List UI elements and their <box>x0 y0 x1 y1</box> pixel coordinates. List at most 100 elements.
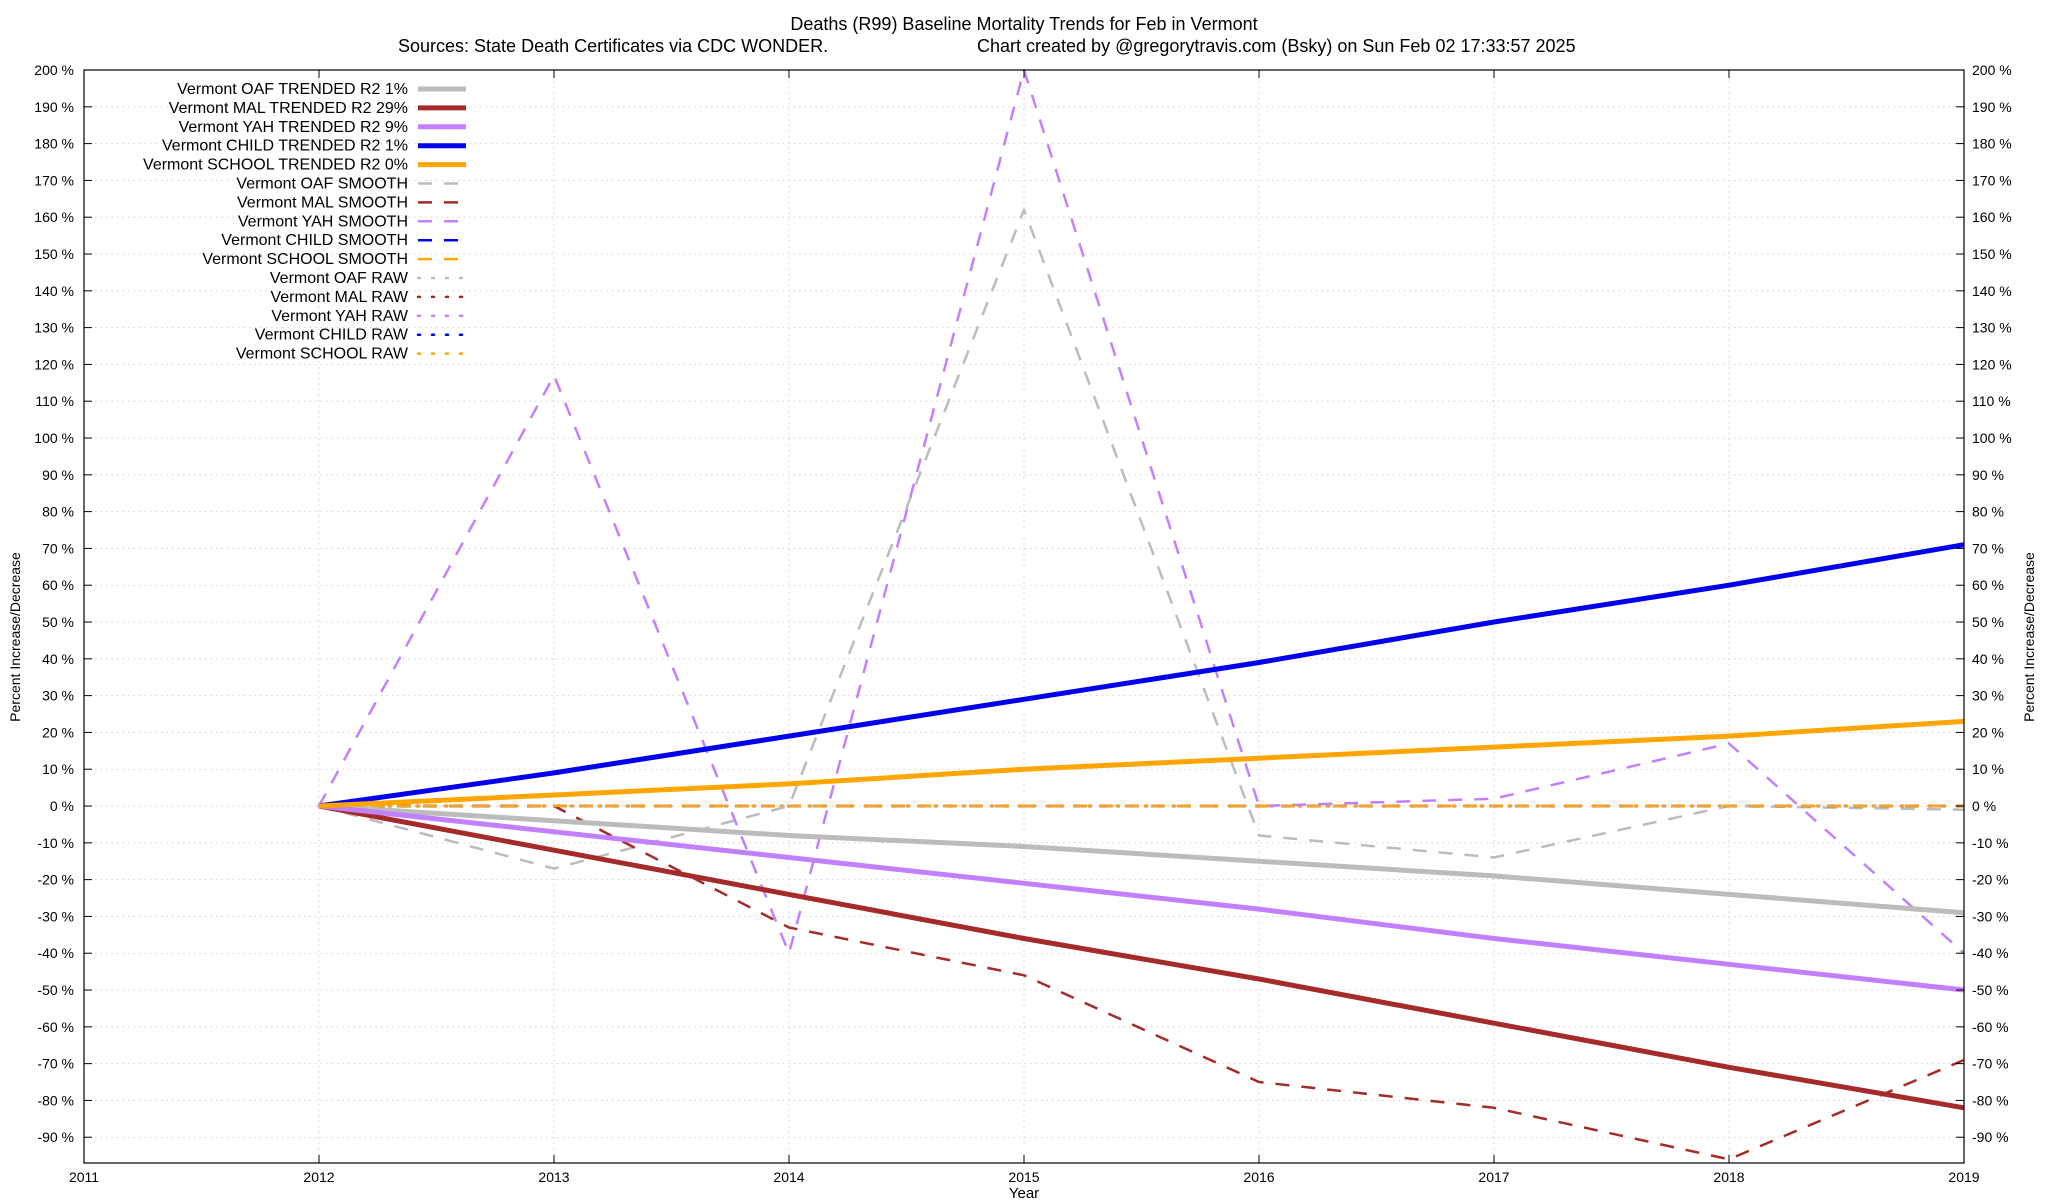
x-axis-label: Year <box>1009 1185 1039 1200</box>
y-tick-label-left: 50 % <box>42 614 74 630</box>
series-line-vermont-yah-trended-r2-9 <box>318 803 1965 993</box>
y-tick-label-left: 160 % <box>34 209 74 225</box>
y-tick-label-right: 60 % <box>1972 577 2004 593</box>
y-tick-label-right: 70 % <box>1972 540 2004 556</box>
y-tick-label-right: 160 % <box>1972 209 2012 225</box>
y-tick-label-right: -50 % <box>1972 982 2009 998</box>
series-line-vermont-mal-trended-r2-29 <box>318 803 1965 1111</box>
tick-layer: 2011 2012 2013 2014 2015 2016 2017 2018 2019 200 … <box>34 62 2011 1185</box>
legend-entry-label: Vermont OAF RAW <box>270 270 409 287</box>
y-tick-label-left: 60 % <box>42 577 74 593</box>
series-line-vermont-mal-smooth <box>319 804 1965 1161</box>
y-tick-label-left: 130 % <box>34 320 74 336</box>
y-tick-label-left: 200 % <box>34 62 74 78</box>
y-tick-label-left: 10 % <box>42 761 74 777</box>
y-tick-label-left: 0 % <box>50 798 74 814</box>
y-tick-label-left: 100 % <box>34 430 74 446</box>
y-tick-label-left: 140 % <box>34 283 74 299</box>
x-tick-label: 2012 <box>303 1169 334 1185</box>
y-tick-label-right: 180 % <box>1972 136 2012 152</box>
y-tick-label-left: 120 % <box>34 356 74 372</box>
legend-entry-label: Vermont SCHOOL RAW <box>236 346 409 363</box>
legend-entry-label: Vermont CHILD TRENDED R2 1% <box>162 138 408 155</box>
y-tick-label-left: -30 % <box>37 908 74 924</box>
legend-entry-label: Vermont SCHOOL SMOOTH <box>202 251 408 268</box>
series-line-vermont-oaf-trended-r2-1 <box>318 803 1965 916</box>
legend-entry-label: Vermont CHILD RAW <box>255 327 409 344</box>
y-tick-label-left: 80 % <box>42 504 74 520</box>
y-tick-label-left: -50 % <box>37 982 74 998</box>
series-line-vermont-yah-smooth <box>317 68 1965 955</box>
series-layer <box>317 68 1966 1161</box>
x-tick-label: 2017 <box>1478 1169 1509 1185</box>
chart-title: Deaths (R99) Baseline Mortality Trends f… <box>790 14 1257 34</box>
series-line-vermont-oaf-smooth <box>318 208 1965 870</box>
legend-entry-label: Vermont CHILD SMOOTH <box>221 232 408 249</box>
y-tick-label-left: 90 % <box>42 467 74 483</box>
series-line-vermont-child-trended-r2-1 <box>318 542 1965 809</box>
y-tick-label-left: 70 % <box>42 540 74 556</box>
y-tick-label-left: -60 % <box>37 1019 74 1035</box>
y-tick-label-left: 170 % <box>34 172 74 188</box>
y-tick-label-right: 140 % <box>1972 283 2012 299</box>
y-tick-label-left: 40 % <box>42 651 74 667</box>
y-tick-label-right: -60 % <box>1972 1019 2009 1035</box>
y-tick-label-left: 190 % <box>34 99 74 115</box>
y-tick-label-right: 80 % <box>1972 504 2004 520</box>
y-tick-label-right: -10 % <box>1972 835 2009 851</box>
y-tick-label-right: 200 % <box>1972 62 2012 78</box>
y-tick-label-right: 50 % <box>1972 614 2004 630</box>
legend-entry-label: Vermont OAF SMOOTH <box>236 176 408 193</box>
y-tick-label-right: 150 % <box>1972 246 2012 262</box>
y-tick-label-right: 130 % <box>1972 320 2012 336</box>
y-tick-label-left: -70 % <box>37 1056 74 1072</box>
legend-entry-label: Vermont YAH RAW <box>271 308 409 325</box>
y-tick-label-left: 110 % <box>35 393 74 409</box>
y-tick-label-left: 20 % <box>42 724 74 740</box>
legend-entry-label: Vermont MAL TRENDED R2 29% <box>169 100 408 117</box>
y-tick-label-right: 30 % <box>1972 688 2004 704</box>
y-tick-label-left: 30 % <box>42 688 74 704</box>
y-tick-label-left: -90 % <box>37 1129 74 1145</box>
y-tick-label-right: 190 % <box>1972 99 2012 115</box>
y-tick-label-right: -30 % <box>1972 908 2009 924</box>
legend-entry-label: Vermont SCHOOL TRENDED R2 0% <box>143 157 408 174</box>
y-tick-label-right: 90 % <box>1972 467 2004 483</box>
y-tick-label-right: -20 % <box>1972 872 2009 888</box>
y-tick-label-right: -40 % <box>1972 945 2009 961</box>
legend: Vermont OAF TRENDED R2 1% Vermont MAL TRE… <box>143 81 468 363</box>
y-tick-label-right: 40 % <box>1972 651 2004 667</box>
y-tick-label-left: -10 % <box>37 835 74 851</box>
y-tick-label-right: 110 % <box>1972 393 2011 409</box>
x-tick-label: 2011 <box>69 1169 99 1185</box>
x-tick-label: 2018 <box>1713 1169 1744 1185</box>
y-tick-label-left: -80 % <box>37 1092 74 1108</box>
y-tick-label-right: 120 % <box>1972 356 2012 372</box>
y-tick-label-left: 180 % <box>34 136 74 152</box>
x-tick-label: 2013 <box>538 1169 569 1185</box>
legend-entry-label: Vermont MAL SMOOTH <box>237 194 408 211</box>
chart-subtitle-source: Sources: State Death Certificates via CD… <box>398 36 828 56</box>
x-tick-label: 2015 <box>1008 1169 1039 1185</box>
y-tick-label-left: -40 % <box>37 945 74 961</box>
y-axis-label-right: Percent Increase/Decrease <box>2021 552 2037 722</box>
legend-entry-label: Vermont OAF TRENDED R2 1% <box>177 81 408 98</box>
y-tick-label-right: 20 % <box>1972 724 2004 740</box>
y-tick-label-left: 150 % <box>34 246 74 262</box>
y-tick-label-right: 0 % <box>1972 798 1996 814</box>
chart-subtitle-credit: Chart created by @gregorytravis.com (Bsk… <box>977 36 1576 56</box>
x-tick-label: 2019 <box>1948 1169 1979 1185</box>
series-line-vermont-school-trended-r2-0 <box>318 718 1965 809</box>
legend-entry-label: Vermont YAH TRENDED R2 9% <box>179 119 408 136</box>
y-tick-label-right: 10 % <box>1972 761 2004 777</box>
legend-entry-label: Vermont MAL RAW <box>270 289 408 306</box>
y-tick-label-right: 100 % <box>1972 430 2012 446</box>
y-tick-label-right: 170 % <box>1972 172 2012 188</box>
x-tick-label: 2014 <box>773 1169 804 1185</box>
y-tick-label-right: -70 % <box>1972 1056 2009 1072</box>
y-tick-label-right: -90 % <box>1972 1129 2009 1145</box>
y-axis-label-left: Percent Increase/Decrease <box>7 552 23 722</box>
legend-entry-label: Vermont YAH SMOOTH <box>238 213 408 230</box>
y-tick-label-right: -80 % <box>1972 1092 2009 1108</box>
